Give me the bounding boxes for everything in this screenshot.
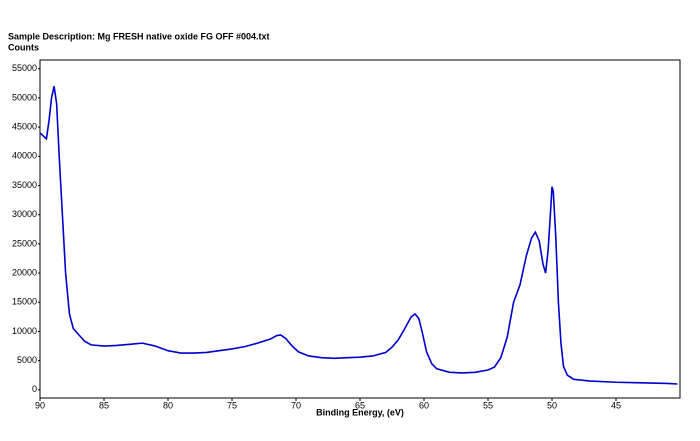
y-tick-label: 0 [32,384,37,394]
x-tick-label: 70 [291,400,301,410]
x-tick-label: 50 [547,400,557,410]
y-tick-label: 35000 [12,180,37,190]
y-tick-label: 40000 [12,151,37,161]
chart-title: Sample Description: Mg FRESH native oxid… [8,31,270,41]
data-line [39,86,678,385]
y-tick-label: 10000 [12,326,37,336]
y-tick-label: 15000 [12,297,37,307]
x-tick-label: 65 [355,400,365,410]
x-axis-label: Binding Energy, (eV) [316,407,404,417]
y-tick-label: 45000 [12,122,37,132]
y-axis-label: Counts [8,42,39,52]
x-tick-label: 90 [35,400,45,410]
y-tick-label: 55000 [12,63,37,73]
x-tick-label: 85 [99,400,109,410]
x-tick-label: 55 [483,400,493,410]
y-tick-label: 25000 [12,238,37,248]
y-tick-label: 50000 [12,92,37,102]
y-tick-label: 5000 [17,355,37,365]
x-tick-label: 45 [611,400,621,410]
x-tick-label: 75 [227,400,237,410]
y-tick-label: 20000 [12,267,37,277]
x-tick-label: 60 [419,400,429,410]
x-tick-label: 80 [163,400,173,410]
y-tick-label: 30000 [12,209,37,219]
